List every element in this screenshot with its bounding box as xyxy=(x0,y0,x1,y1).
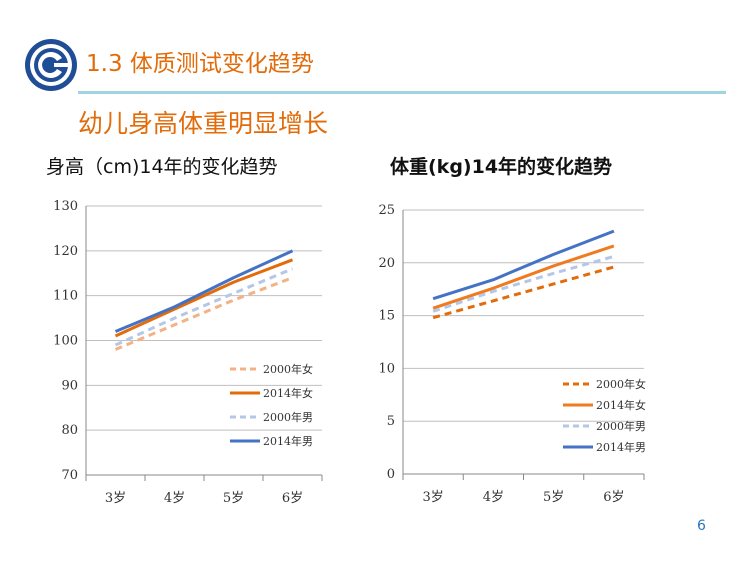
x-tick-label: 6岁 xyxy=(603,490,624,505)
slide-subtitle: 幼儿身高体重明显增长 xyxy=(78,109,329,138)
x-tick-label: 4岁 xyxy=(483,490,504,505)
series-line-3 xyxy=(114,249,294,333)
slide-title: 1.3 体质测试变化趋势 xyxy=(86,51,314,77)
legend-label-2: 2000年男 xyxy=(596,419,646,433)
series-line-0 xyxy=(114,276,294,351)
y-tick-label: 130 xyxy=(53,199,78,214)
height-chart-title: 身高（cm)14年的变化趋势 xyxy=(46,156,278,178)
y-tick-label: 25 xyxy=(378,203,395,218)
x-tick-label: 3岁 xyxy=(105,491,126,506)
series-line-1 xyxy=(432,244,615,310)
y-tick-label: 90 xyxy=(61,378,78,393)
legend-label-3: 2014年男 xyxy=(263,434,313,448)
legend-label-2: 2000年男 xyxy=(263,410,313,424)
legend-label-1: 2014年女 xyxy=(596,398,646,412)
title-divider xyxy=(78,91,726,94)
y-tick-label: 10 xyxy=(378,361,395,376)
y-tick-label: 110 xyxy=(53,289,78,304)
y-tick-label: 80 xyxy=(61,423,78,438)
series-line-2 xyxy=(432,255,615,313)
legend-label-1: 2014年女 xyxy=(263,386,313,400)
company-logo xyxy=(25,39,77,91)
series-line-0 xyxy=(432,265,615,320)
legend-label-3: 2014年男 xyxy=(596,440,646,454)
x-tick-label: 3岁 xyxy=(422,490,443,505)
y-tick-label: 15 xyxy=(378,309,395,324)
y-tick-label: 70 xyxy=(61,468,78,483)
legend-label-0: 2000年女 xyxy=(596,377,646,391)
x-tick-label: 4岁 xyxy=(164,491,185,506)
legend-label-0: 2000年女 xyxy=(263,362,313,376)
x-tick-label: 5岁 xyxy=(223,491,244,506)
y-tick-label: 5 xyxy=(387,414,395,429)
y-tick-label: 120 xyxy=(53,244,78,259)
series-line-3 xyxy=(432,229,615,301)
series-line-1 xyxy=(114,258,294,338)
y-tick-label: 0 xyxy=(387,467,395,482)
y-tick-label: 100 xyxy=(53,334,78,349)
x-tick-label: 5岁 xyxy=(543,490,564,505)
x-tick-label: 6岁 xyxy=(282,491,303,506)
y-tick-label: 20 xyxy=(378,256,395,271)
weight-chart-title: 体重(kg)14年的变化趋势 xyxy=(390,156,613,178)
series-line-2 xyxy=(114,267,294,347)
page-number: 6 xyxy=(697,518,706,534)
